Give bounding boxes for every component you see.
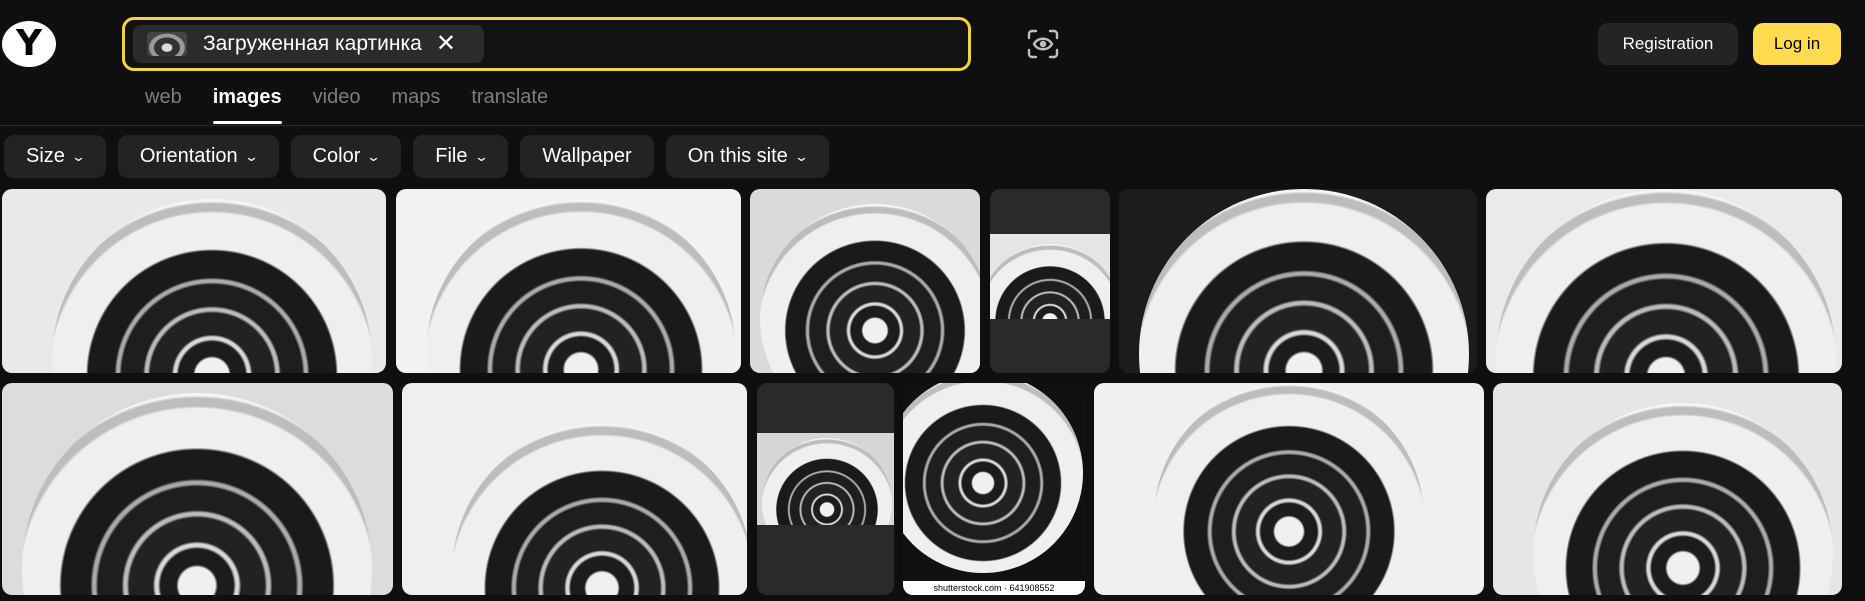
result-image[interactable] [1493, 383, 1842, 595]
watermark: shutterstock.com · 641908552 [903, 581, 1085, 595]
filter-label: On this site [687, 145, 788, 167]
staircase-photo [990, 234, 1110, 319]
staircase-photo [22, 393, 372, 595]
chevron-down-icon: ⌄ [473, 148, 489, 164]
logo-letter: Y [15, 23, 43, 64]
staircase-photo [1139, 189, 1469, 373]
staircase-photo [757, 433, 894, 525]
header: Y Загруженная картинка ✕ Registration Lo… [0, 0, 1865, 126]
staircase-photo [760, 204, 980, 373]
staircase-photo [1154, 383, 1424, 595]
filter-size[interactable]: Size ⌄ [4, 135, 106, 178]
filter-file[interactable]: File ⌄ [413, 135, 509, 178]
chevron-down-icon: ⌄ [243, 148, 259, 164]
tab-images[interactable]: images [212, 86, 282, 126]
filter-label: Color [312, 145, 361, 167]
service-tabs: web images video maps translate [145, 86, 579, 126]
staircase-photo [1533, 403, 1833, 595]
staircase-photo [903, 383, 1083, 573]
filter-color[interactable]: Color ⌄ [290, 135, 402, 178]
login-button[interactable]: Log in [1753, 23, 1841, 65]
camera-search-icon[interactable] [1025, 28, 1061, 60]
staircase-photo [426, 199, 736, 373]
chevron-down-icon: ⌄ [793, 148, 809, 164]
chip-label: Загруженная картинка [203, 32, 422, 55]
search-input[interactable]: Загруженная картинка ✕ [122, 17, 971, 71]
result-image[interactable] [750, 189, 980, 373]
result-image[interactable] [1119, 189, 1477, 373]
yandex-logo[interactable]: Y [2, 21, 56, 67]
result-image[interactable] [396, 189, 741, 373]
result-image[interactable]: shutterstock.com · 641908552 [903, 383, 1085, 595]
filter-label: Orientation [139, 145, 238, 167]
filter-label: Size [26, 145, 65, 167]
chevron-down-icon: ⌄ [366, 148, 382, 164]
chevron-down-icon: ⌄ [70, 148, 86, 164]
uploaded-image-chip[interactable]: Загруженная картинка ✕ [133, 25, 484, 63]
staircase-photo [1496, 189, 1836, 373]
filter-wallpaper[interactable]: Wallpaper [520, 135, 654, 178]
close-icon[interactable]: ✕ [435, 30, 456, 57]
filter-label: File [435, 145, 468, 167]
uploaded-image-thumbnail [147, 32, 187, 56]
result-image[interactable] [1486, 189, 1842, 373]
registration-button[interactable]: Registration [1598, 23, 1738, 65]
result-image[interactable] [757, 383, 894, 595]
result-image[interactable] [1094, 383, 1484, 595]
result-image[interactable] [990, 189, 1110, 373]
tab-maps[interactable]: maps [391, 86, 441, 108]
filter-label: Wallpaper [542, 145, 632, 167]
filter-bar: Size ⌄ Orientation ⌄ Color ⌄ File ⌄ Wallpape… [4, 135, 841, 178]
result-image[interactable] [402, 383, 747, 595]
tab-video[interactable]: video [312, 86, 361, 108]
filter-orientation[interactable]: Orientation ⌄ [117, 135, 279, 178]
staircase-photo [452, 423, 747, 595]
tab-web[interactable]: web [145, 86, 182, 108]
staircase-photo [52, 199, 372, 373]
result-image[interactable] [2, 189, 386, 373]
filter-on-this-site[interactable]: On this site ⌄ [665, 135, 829, 178]
result-image[interactable] [2, 383, 393, 595]
tab-translate[interactable]: translate [471, 86, 549, 108]
